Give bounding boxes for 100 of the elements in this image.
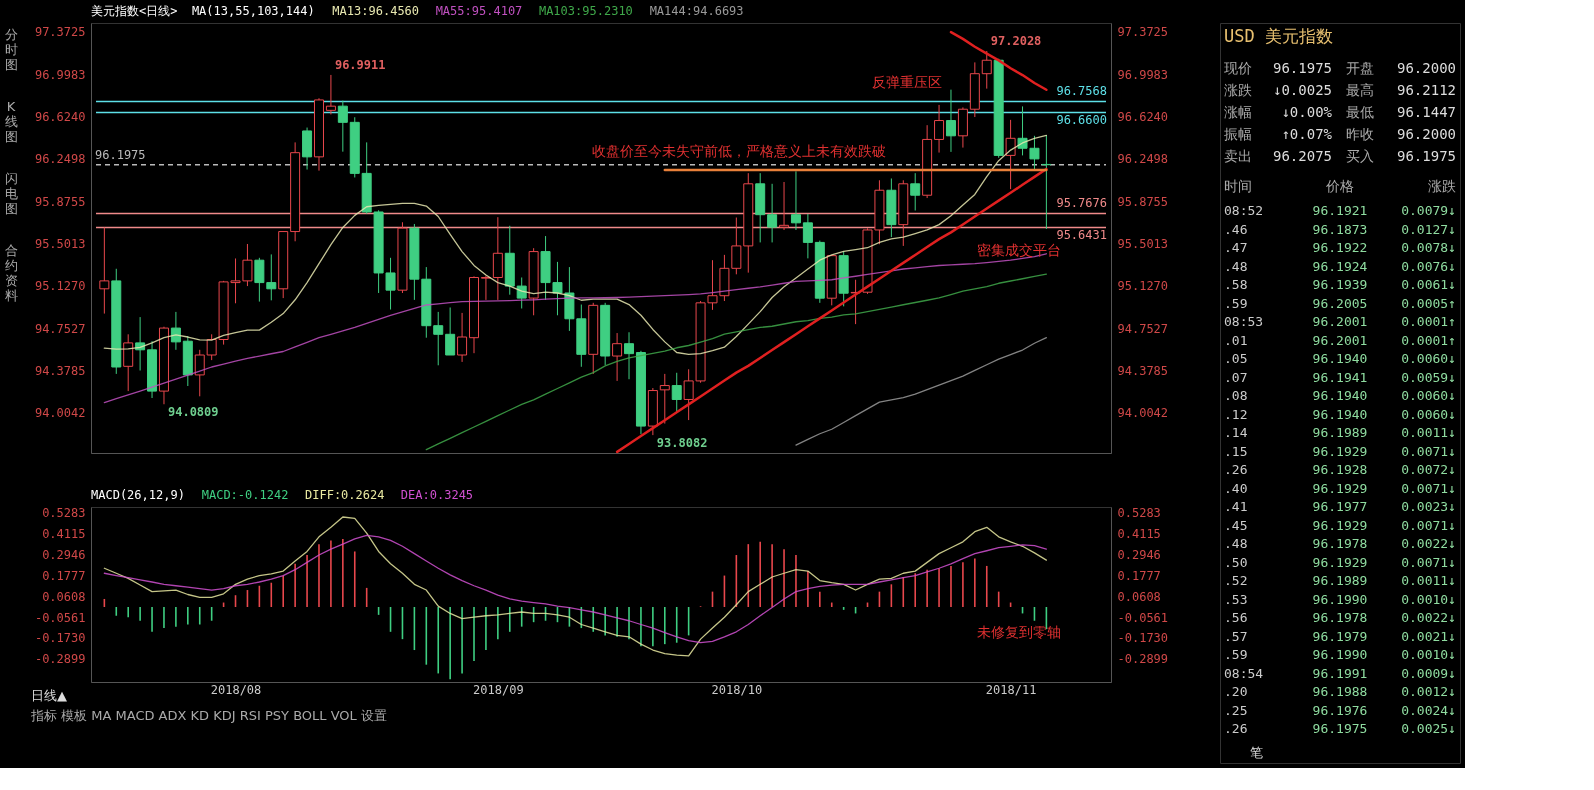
text: 96.1929 <box>1312 480 1368 496</box>
line-series <box>795 337 1048 446</box>
candlestick <box>325 74 336 115</box>
text: .12 <box>1224 406 1248 422</box>
text: ↑0.07% <box>1281 126 1333 142</box>
text: USD 美元指数 <box>1224 26 1333 46</box>
text: MA55:95.4107 <box>435 4 523 18</box>
text: 现价 <box>1224 60 1252 76</box>
text: 0.0071↓ <box>1401 480 1456 496</box>
series-label: DIFF:0.2624 <box>305 488 385 502</box>
text: .26 <box>1224 721 1248 736</box>
text: 96.2112 <box>1396 82 1456 98</box>
text: 0.0060↓ <box>1401 351 1456 366</box>
candlestick <box>779 181 790 231</box>
text: 96.1922 <box>1312 240 1368 255</box>
text: 96.1990 <box>1312 591 1368 607</box>
candlestick <box>612 332 623 382</box>
candlestick <box>480 275 491 301</box>
y-tick-label: 0.0608 <box>42 589 86 604</box>
text: 0.0025↓ <box>1401 721 1456 736</box>
y2-tick-label: 0.1777 <box>1117 568 1161 583</box>
y2-tick-label: -0.2899 <box>1117 652 1169 667</box>
candlestick <box>790 170 801 231</box>
text: 最高 <box>1346 82 1374 98</box>
text: 0.0071↓ <box>1401 443 1456 459</box>
text: .50 <box>1224 554 1248 570</box>
text: 0.0059↓ <box>1401 369 1456 385</box>
chart-title: 美元指数<日线> <box>91 4 178 18</box>
text: .59 <box>1224 295 1248 311</box>
text: 08:54 <box>1224 665 1264 681</box>
text: 0.0127↓ <box>1401 221 1456 237</box>
text: 96.1988 <box>1312 684 1368 699</box>
y2-tick-label: 95.1270 <box>1117 279 1169 294</box>
text: 时间 <box>1224 178 1252 194</box>
text: 价格 <box>1325 178 1354 194</box>
text: .52 <box>1224 573 1248 588</box>
y-tick-label: 96.6240 <box>34 109 86 124</box>
candlestick <box>445 306 456 356</box>
text: .58 <box>1224 277 1248 292</box>
text: 96.1976 <box>1312 702 1368 718</box>
x-tick-label: 2018/10 <box>711 682 763 697</box>
y2-tick-label: 0.4115 <box>1117 527 1161 542</box>
candlestick <box>337 100 348 153</box>
text: 0.0001↑ <box>1401 332 1456 348</box>
text: 0.0022↓ <box>1401 536 1456 551</box>
text: 0.0060↓ <box>1401 388 1456 403</box>
ref-line-label: 95.7676 <box>1056 196 1107 211</box>
text: .57 <box>1224 628 1248 644</box>
text: 96.1975 <box>1396 148 1456 164</box>
text: 08:52 <box>1224 203 1264 218</box>
text: 96.2001 <box>1312 332 1368 348</box>
text: 0.0076↓ <box>1401 258 1456 274</box>
text: 0.0061↓ <box>1401 277 1456 292</box>
text: 0.0022↓ <box>1401 610 1456 625</box>
y-tick-label: -0.2899 <box>34 652 86 667</box>
y2-tick-label: 94.3785 <box>1117 364 1169 379</box>
text: 96.2075 <box>1272 148 1332 164</box>
ref-line-label: 96.7568 <box>1056 84 1107 99</box>
y-tick-label: 94.7527 <box>34 321 86 336</box>
candlestick <box>457 312 468 363</box>
text: 96.1929 <box>1312 517 1368 533</box>
text: 指标 模板 MA MACD ADX KD KDJ RSI PSY BOLL VOL 设置 <box>30 708 387 723</box>
annotation: 反弹重压区 <box>872 74 942 91</box>
text: 0.0010↓ <box>1401 591 1456 607</box>
text: .07 <box>1224 369 1248 385</box>
y-tick-label: 0.2946 <box>42 547 86 562</box>
text: .40 <box>1224 480 1248 496</box>
y-tick-label: 95.8755 <box>34 194 86 209</box>
candlestick <box>767 183 778 243</box>
text: MA13:96.4560 <box>332 4 420 18</box>
line-series <box>103 516 1048 657</box>
text: 笔 <box>1250 745 1263 760</box>
y2-tick-label: 95.5013 <box>1117 237 1169 252</box>
annotation: 未修复到零轴 <box>977 624 1062 640</box>
line-series <box>425 273 1048 451</box>
text: 涨幅 <box>1224 104 1252 120</box>
text: 96.1929 <box>1312 554 1368 570</box>
candlestick <box>981 50 992 90</box>
text: 96.1940 <box>1312 351 1368 366</box>
text: 96.2005 <box>1312 295 1368 311</box>
text: 96.1989 <box>1312 573 1368 588</box>
candlestick <box>910 172 921 211</box>
text: 96.1977 <box>1312 499 1368 514</box>
text: .53 <box>1224 591 1248 607</box>
text: 0.0011↓ <box>1401 573 1456 588</box>
y2-tick-label: 0.2946 <box>1117 547 1161 562</box>
text: 涨跌 <box>1224 82 1252 98</box>
y2-tick-label: 96.6240 <box>1117 109 1169 124</box>
y2-tick-label: 96.2498 <box>1117 152 1169 167</box>
y-tick-label: 94.0042 <box>34 406 86 421</box>
text: .46 <box>1224 221 1248 237</box>
candlestick <box>671 372 682 413</box>
text: 0.0071↓ <box>1401 517 1456 533</box>
y-tick-label: 96.2498 <box>34 152 86 167</box>
annotation: 密集成交平台 <box>977 241 1062 258</box>
chart-subtitle: MA(13,55,103,144) <box>191 4 315 18</box>
x-tick-label: 2018/11 <box>985 682 1037 697</box>
text: 0.0001↑ <box>1401 314 1456 329</box>
ref-line-label: 96.1975 <box>95 147 146 162</box>
x-tick-label: 2018/08 <box>210 682 262 697</box>
